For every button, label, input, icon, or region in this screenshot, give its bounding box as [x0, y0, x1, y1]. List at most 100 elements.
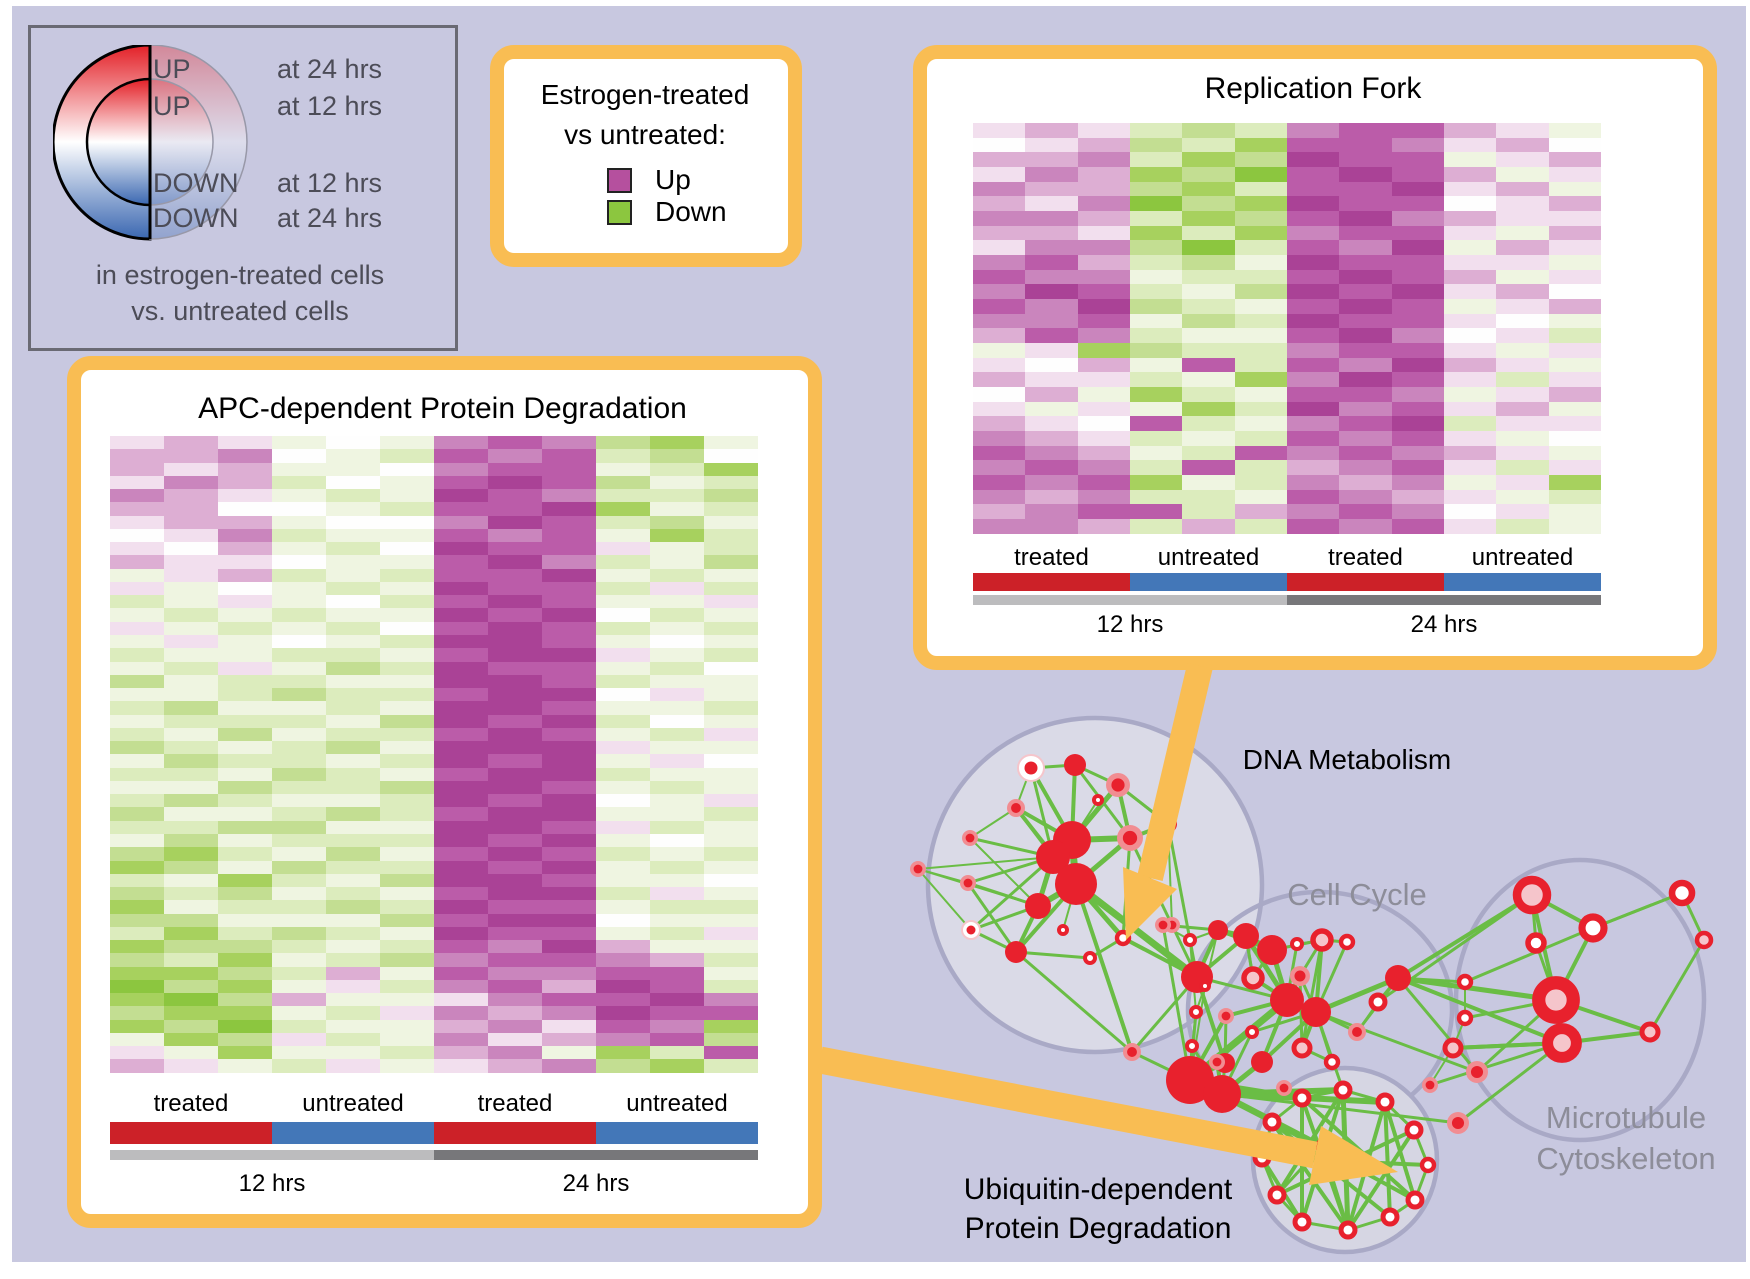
heatmap-cell [1496, 240, 1549, 256]
heatmap-cell [1548, 211, 1601, 226]
heatmap-cell [1496, 299, 1549, 314]
heatmap-cell [434, 1046, 488, 1060]
heatmap-cell [1182, 167, 1235, 182]
heatmap-cell [596, 502, 650, 516]
heatmap-cell [596, 1019, 650, 1033]
heatmap-cell [164, 688, 218, 702]
heatmap-cell [1339, 137, 1392, 153]
heatmap-cell [488, 436, 542, 450]
heatmap-cell [488, 727, 542, 742]
heatmap-cell [704, 502, 758, 516]
ubiquitin-label-line1: Ubiquitin-dependent [963, 1173, 1233, 1206]
heatmap-cell [650, 833, 704, 848]
heatmap-cell [434, 873, 488, 888]
heatmap-cell [542, 873, 596, 888]
heatmap-cell [973, 225, 1026, 241]
network-node-solid [1270, 983, 1304, 1017]
heatmap-cell [596, 1059, 650, 1073]
heatmap-cell [1129, 489, 1183, 505]
heatmap-cell [488, 873, 542, 888]
heatmap-cell [218, 542, 272, 556]
heatmap-cell [1129, 401, 1183, 417]
heatmap-cell [542, 767, 596, 781]
heatmap-cell [326, 1059, 380, 1073]
heatmap-cell [1234, 269, 1287, 285]
heatmap-cell [1234, 504, 1287, 520]
heatmap-cell [272, 555, 326, 569]
heatmap-cell [596, 727, 650, 742]
heatmap-cell [1286, 475, 1340, 490]
heatmap-cell [110, 475, 164, 490]
rf-12hrs-label: 12 hrs [1096, 611, 1164, 638]
heatmap-cell [110, 873, 164, 888]
heatmap-row [973, 181, 1601, 197]
heatmap-cell [1182, 299, 1235, 314]
heatmap-cell [218, 568, 272, 582]
heatmap-cell [380, 462, 434, 476]
heatmap-cell [973, 445, 1026, 461]
heatmap-cell [434, 767, 488, 781]
network-node-ring-white [1183, 933, 1197, 947]
heatmap-cell [1496, 416, 1549, 432]
network-node-halo-core [965, 833, 975, 843]
heatmap-cell [488, 887, 542, 901]
heatmap-cell [973, 196, 1026, 212]
network-edge [1130, 976, 1199, 1053]
heatmap-cell [380, 979, 434, 994]
heatmap-cell [380, 900, 434, 914]
heatmap-cell [1234, 445, 1287, 461]
heatmap-cell [1391, 401, 1444, 417]
heatmap-row [973, 196, 1601, 212]
heatmap-cell [434, 993, 488, 1007]
heatmap-cell [326, 847, 380, 861]
heatmap-cell [650, 688, 704, 702]
heatmap-cell [1286, 328, 1340, 344]
heatmap-cell [1025, 284, 1078, 300]
heatmap-cell [973, 401, 1026, 417]
heatmap-cell [218, 528, 272, 543]
heatmap-cell [326, 727, 380, 742]
heatmap-cell [488, 701, 542, 715]
network-node-ring-white [1525, 932, 1547, 954]
heatmap-cell [218, 833, 272, 848]
key-up-24-label: UP [153, 54, 191, 84]
heatmap-cell [272, 621, 326, 635]
heatmap-cell [434, 462, 488, 476]
heatmap-cell [1391, 372, 1444, 388]
heatmap-cell [1286, 255, 1340, 270]
heatmap-cell [704, 595, 758, 609]
inner-circle-right-half [149, 78, 214, 206]
heatmap-cell [1234, 519, 1287, 534]
heatmap-cell [434, 555, 488, 569]
heatmap-cell [1496, 137, 1549, 153]
heatmap-row [110, 701, 758, 715]
heatmap-cell [1443, 387, 1497, 402]
heatmap-cell [1234, 401, 1287, 417]
heatmap-cell [326, 634, 380, 649]
heatmap-cell [1548, 284, 1601, 300]
heatmap-cell [272, 966, 326, 980]
heatmap-cell [596, 833, 650, 848]
heatmap-row [973, 504, 1601, 520]
heatmap-cell [380, 449, 434, 463]
heatmap-cell [488, 528, 542, 543]
heatmap-cell [1234, 167, 1287, 182]
heatmap-cell [973, 137, 1026, 153]
heatmap-cell [704, 727, 758, 742]
heatmap-cell [488, 674, 542, 689]
heatmap-cell [272, 807, 326, 821]
heatmap-cell [380, 807, 434, 821]
heatmap-cell [1286, 225, 1340, 241]
heatmap-cell [542, 688, 596, 702]
apc-24hrs-label: 24 hrs [562, 1170, 630, 1197]
heatmap-cell [380, 767, 434, 781]
heatmap-cell [973, 181, 1026, 197]
heatmap-cell [434, 595, 488, 609]
heatmap-cell [434, 688, 488, 702]
network-node-ring-white [1456, 973, 1474, 991]
heatmap-cell [1391, 181, 1444, 197]
heatmap-cell [218, 701, 272, 715]
heatmap-cell [1286, 489, 1340, 505]
heatmap-cell [650, 489, 704, 503]
heatmap-cell [218, 913, 272, 927]
